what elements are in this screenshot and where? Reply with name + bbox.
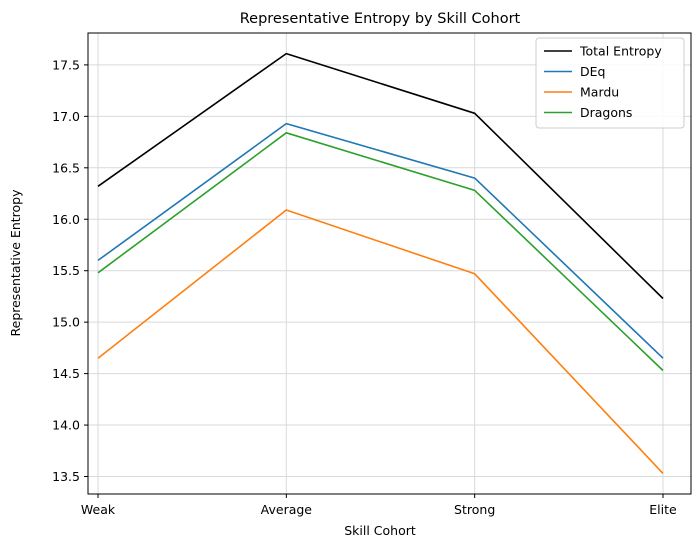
y-tick-label: 15.5 [52, 263, 80, 278]
legend-label: DEq [580, 64, 605, 79]
y-tick-label: 14.0 [52, 418, 80, 433]
x-axis: Weak Average Strong Elite [81, 494, 677, 517]
plot-frame [87, 32, 692, 495]
legend: Total Entropy DEq Mardu Dragons [535, 37, 685, 129]
y-tick-label: 16.0 [52, 212, 80, 227]
series-line-3 [97, 209, 664, 474]
x-tick-label: Weak [81, 502, 116, 517]
legend-label: Mardu [580, 85, 619, 100]
y-tick-label: 14.5 [52, 366, 80, 381]
y-tick-label: 17.0 [52, 109, 80, 124]
x-tick-label: Elite [649, 502, 677, 517]
series-line-2 [97, 122, 664, 359]
x-tick-label: Strong [454, 502, 495, 517]
y-tick-label: 17.5 [52, 57, 80, 72]
legend-label: Total Entropy [579, 44, 662, 59]
x-axis-label: Skill Cohort [344, 523, 416, 538]
x-tick-label: Average [261, 502, 313, 517]
series-lines [97, 52, 664, 474]
series-line-1 [97, 52, 664, 300]
chart-title: Representative Entropy by Skill Cohort [240, 11, 521, 27]
y-tick-label: 13.5 [52, 469, 80, 484]
series-line-4 [97, 132, 664, 372]
legend-box [535, 37, 685, 129]
y-axis: 13.5 14.0 14.5 15.0 15.5 16.0 16.5 17.0 17.5 [52, 57, 88, 484]
legend-label: Dragons [580, 105, 632, 120]
y-axis-label: Representative Entropy [8, 189, 23, 337]
y-tick-label: 16.5 [52, 160, 80, 175]
y-tick-label: 15.0 [52, 315, 80, 330]
